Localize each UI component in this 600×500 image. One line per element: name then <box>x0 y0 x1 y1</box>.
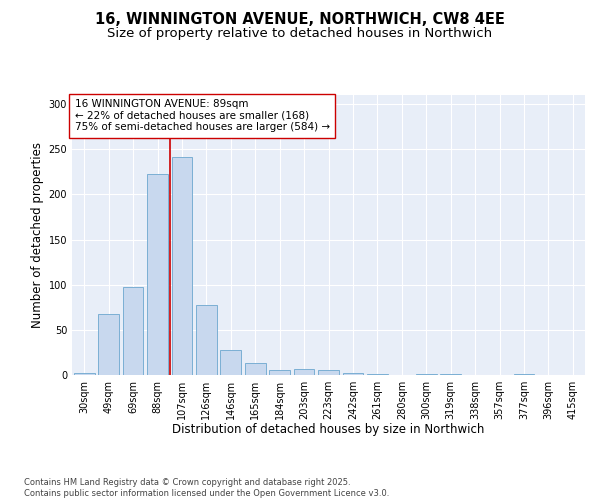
Bar <box>172 158 193 375</box>
Bar <box>147 174 168 375</box>
Bar <box>318 370 339 375</box>
Text: 16 WINNINGTON AVENUE: 89sqm
← 22% of detached houses are smaller (168)
75% of se: 16 WINNINGTON AVENUE: 89sqm ← 22% of det… <box>74 99 329 132</box>
Bar <box>269 370 290 375</box>
Text: Contains HM Land Registry data © Crown copyright and database right 2025.
Contai: Contains HM Land Registry data © Crown c… <box>24 478 389 498</box>
Bar <box>440 374 461 375</box>
Y-axis label: Number of detached properties: Number of detached properties <box>31 142 44 328</box>
Bar <box>74 373 95 375</box>
Text: Size of property relative to detached houses in Northwich: Size of property relative to detached ho… <box>107 28 493 40</box>
Bar <box>196 306 217 375</box>
Bar <box>220 350 241 375</box>
X-axis label: Distribution of detached houses by size in Northwich: Distribution of detached houses by size … <box>172 424 485 436</box>
Bar <box>514 374 535 375</box>
Bar <box>245 364 266 375</box>
Bar <box>122 288 143 375</box>
Bar <box>367 374 388 375</box>
Bar <box>343 373 364 375</box>
Bar <box>98 314 119 375</box>
Bar <box>416 374 437 375</box>
Bar <box>293 368 314 375</box>
Text: 16, WINNINGTON AVENUE, NORTHWICH, CW8 4EE: 16, WINNINGTON AVENUE, NORTHWICH, CW8 4E… <box>95 12 505 28</box>
